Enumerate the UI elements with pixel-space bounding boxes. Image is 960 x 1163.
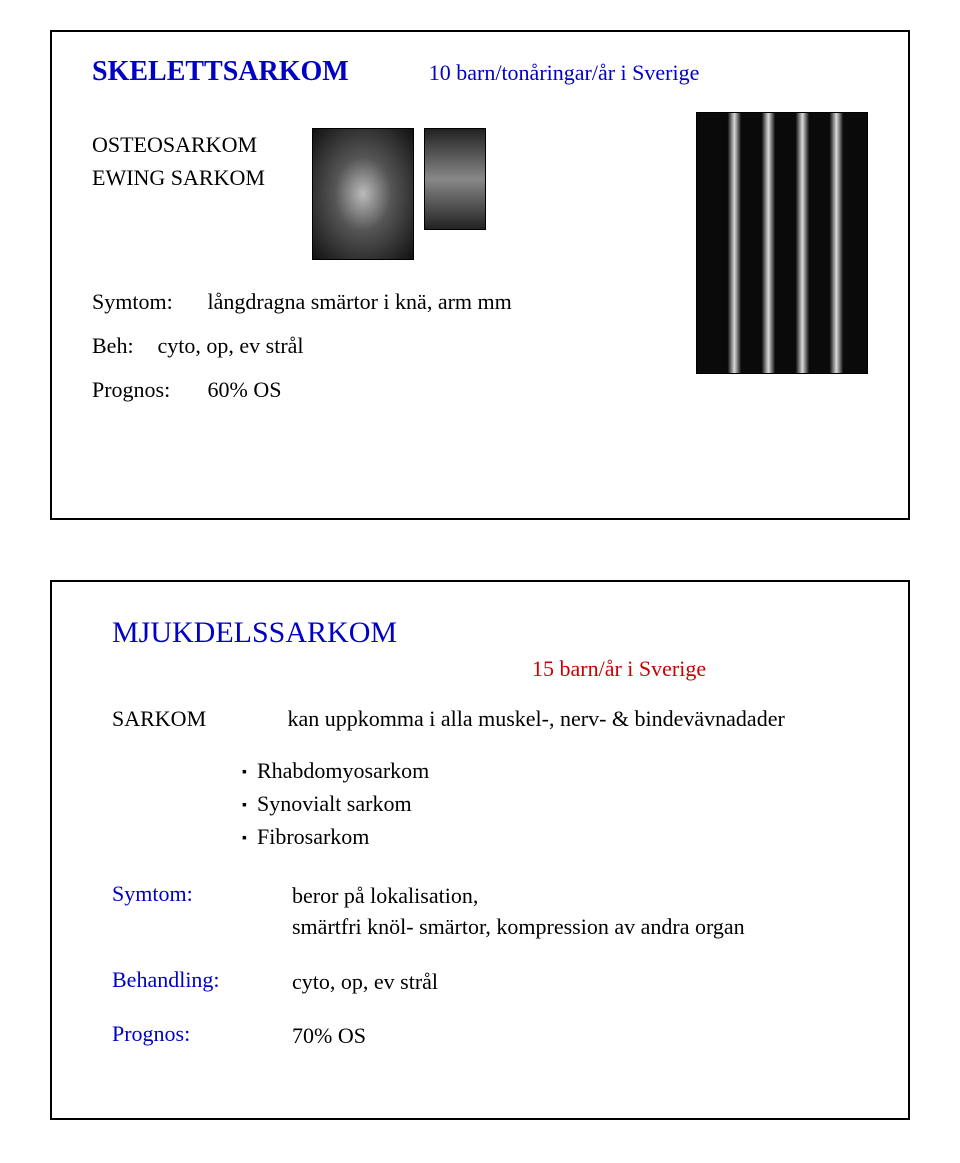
- mri-knee-image: [312, 128, 414, 260]
- top-header: SKELETTSARKOM 10 barn/tonåringar/år i Sv…: [52, 32, 908, 88]
- row-prognos-bottom: Prognos: 70% OS: [112, 1021, 848, 1052]
- label-prognos-bottom: Prognos:: [112, 1021, 292, 1052]
- value-symtom: långdragna smärtor i knä, arm mm: [208, 289, 512, 314]
- bottom-inner: MJUKDELSSARKOM 15 barn/år i Sverige SARK…: [52, 582, 908, 1110]
- title-skelettsarkom: SKELETTSARKOM: [92, 56, 349, 88]
- label-prognos: Prognos:: [92, 368, 202, 412]
- row-symtom-bottom: Symtom: beror på lokalisation, smärtfri …: [112, 881, 848, 943]
- page: SKELETTSARKOM 10 barn/tonåringar/år i Sv…: [0, 0, 960, 1163]
- symtom-line1: beror på lokalisation,: [292, 883, 478, 908]
- diagnosis-list: OSTEOSARKOM EWING SARKOM: [92, 128, 312, 260]
- bullet-fibro: Fibrosarkom: [242, 820, 848, 853]
- value-beh: cyto, op, ev strål: [158, 333, 304, 358]
- label-symtom-bottom: Symtom:: [112, 881, 292, 943]
- diagnosis-osteosarkom: OSTEOSARKOM: [92, 128, 312, 161]
- card-mjukdelssarkom: MJUKDELSSARKOM 15 barn/år i Sverige SARK…: [50, 580, 910, 1120]
- value-symtom-bottom: beror på lokalisation, smärtfri knöl- sm…: [292, 881, 848, 943]
- title-mjukdelssarkom: MJUKDELSSARKOM: [112, 616, 848, 650]
- row-prognos: Prognos: 60% OS: [92, 368, 868, 412]
- value-prognos-bottom: 70% OS: [292, 1021, 848, 1052]
- top-body: OSTEOSARKOM EWING SARKOM: [52, 88, 908, 260]
- label-symtom: Symtom:: [92, 280, 202, 324]
- xray-small-image: [424, 128, 486, 230]
- bullet-rhabdo: Rhabdomyosarkom: [242, 754, 848, 787]
- diagnosis-ewing: EWING SARKOM: [92, 161, 312, 194]
- card-skelettsarkom: SKELETTSARKOM 10 barn/tonåringar/år i Sv…: [50, 30, 910, 520]
- subtitle-mjukdelssarkom: 15 barn/år i Sverige: [532, 656, 848, 682]
- xray-legs-image: [696, 112, 868, 374]
- sarkom-types-list: Rhabdomyosarkom Synovialt sarkom Fibrosa…: [242, 754, 848, 853]
- scan-group: [312, 128, 612, 260]
- label-beh: Beh:: [92, 324, 152, 368]
- row-sarkom: SARKOM kan uppkomma i alla muskel-, nerv…: [112, 706, 848, 732]
- bullet-synovialt: Synovialt sarkom: [242, 787, 848, 820]
- value-sarkom: kan uppkomma i alla muskel-, nerv- & bin…: [288, 706, 785, 731]
- subtitle-skelettsarkom: 10 barn/tonåringar/år i Sverige: [429, 60, 700, 86]
- symtom-line2: smärtfri knöl- smärtor, kompression av a…: [292, 914, 745, 939]
- row-behandling: Behandling: cyto, op, ev strål: [112, 967, 848, 998]
- value-prognos: 60% OS: [208, 377, 282, 402]
- label-sarkom: SARKOM: [112, 706, 282, 732]
- value-behandling: cyto, op, ev strål: [292, 967, 848, 998]
- label-behandling: Behandling:: [112, 967, 292, 998]
